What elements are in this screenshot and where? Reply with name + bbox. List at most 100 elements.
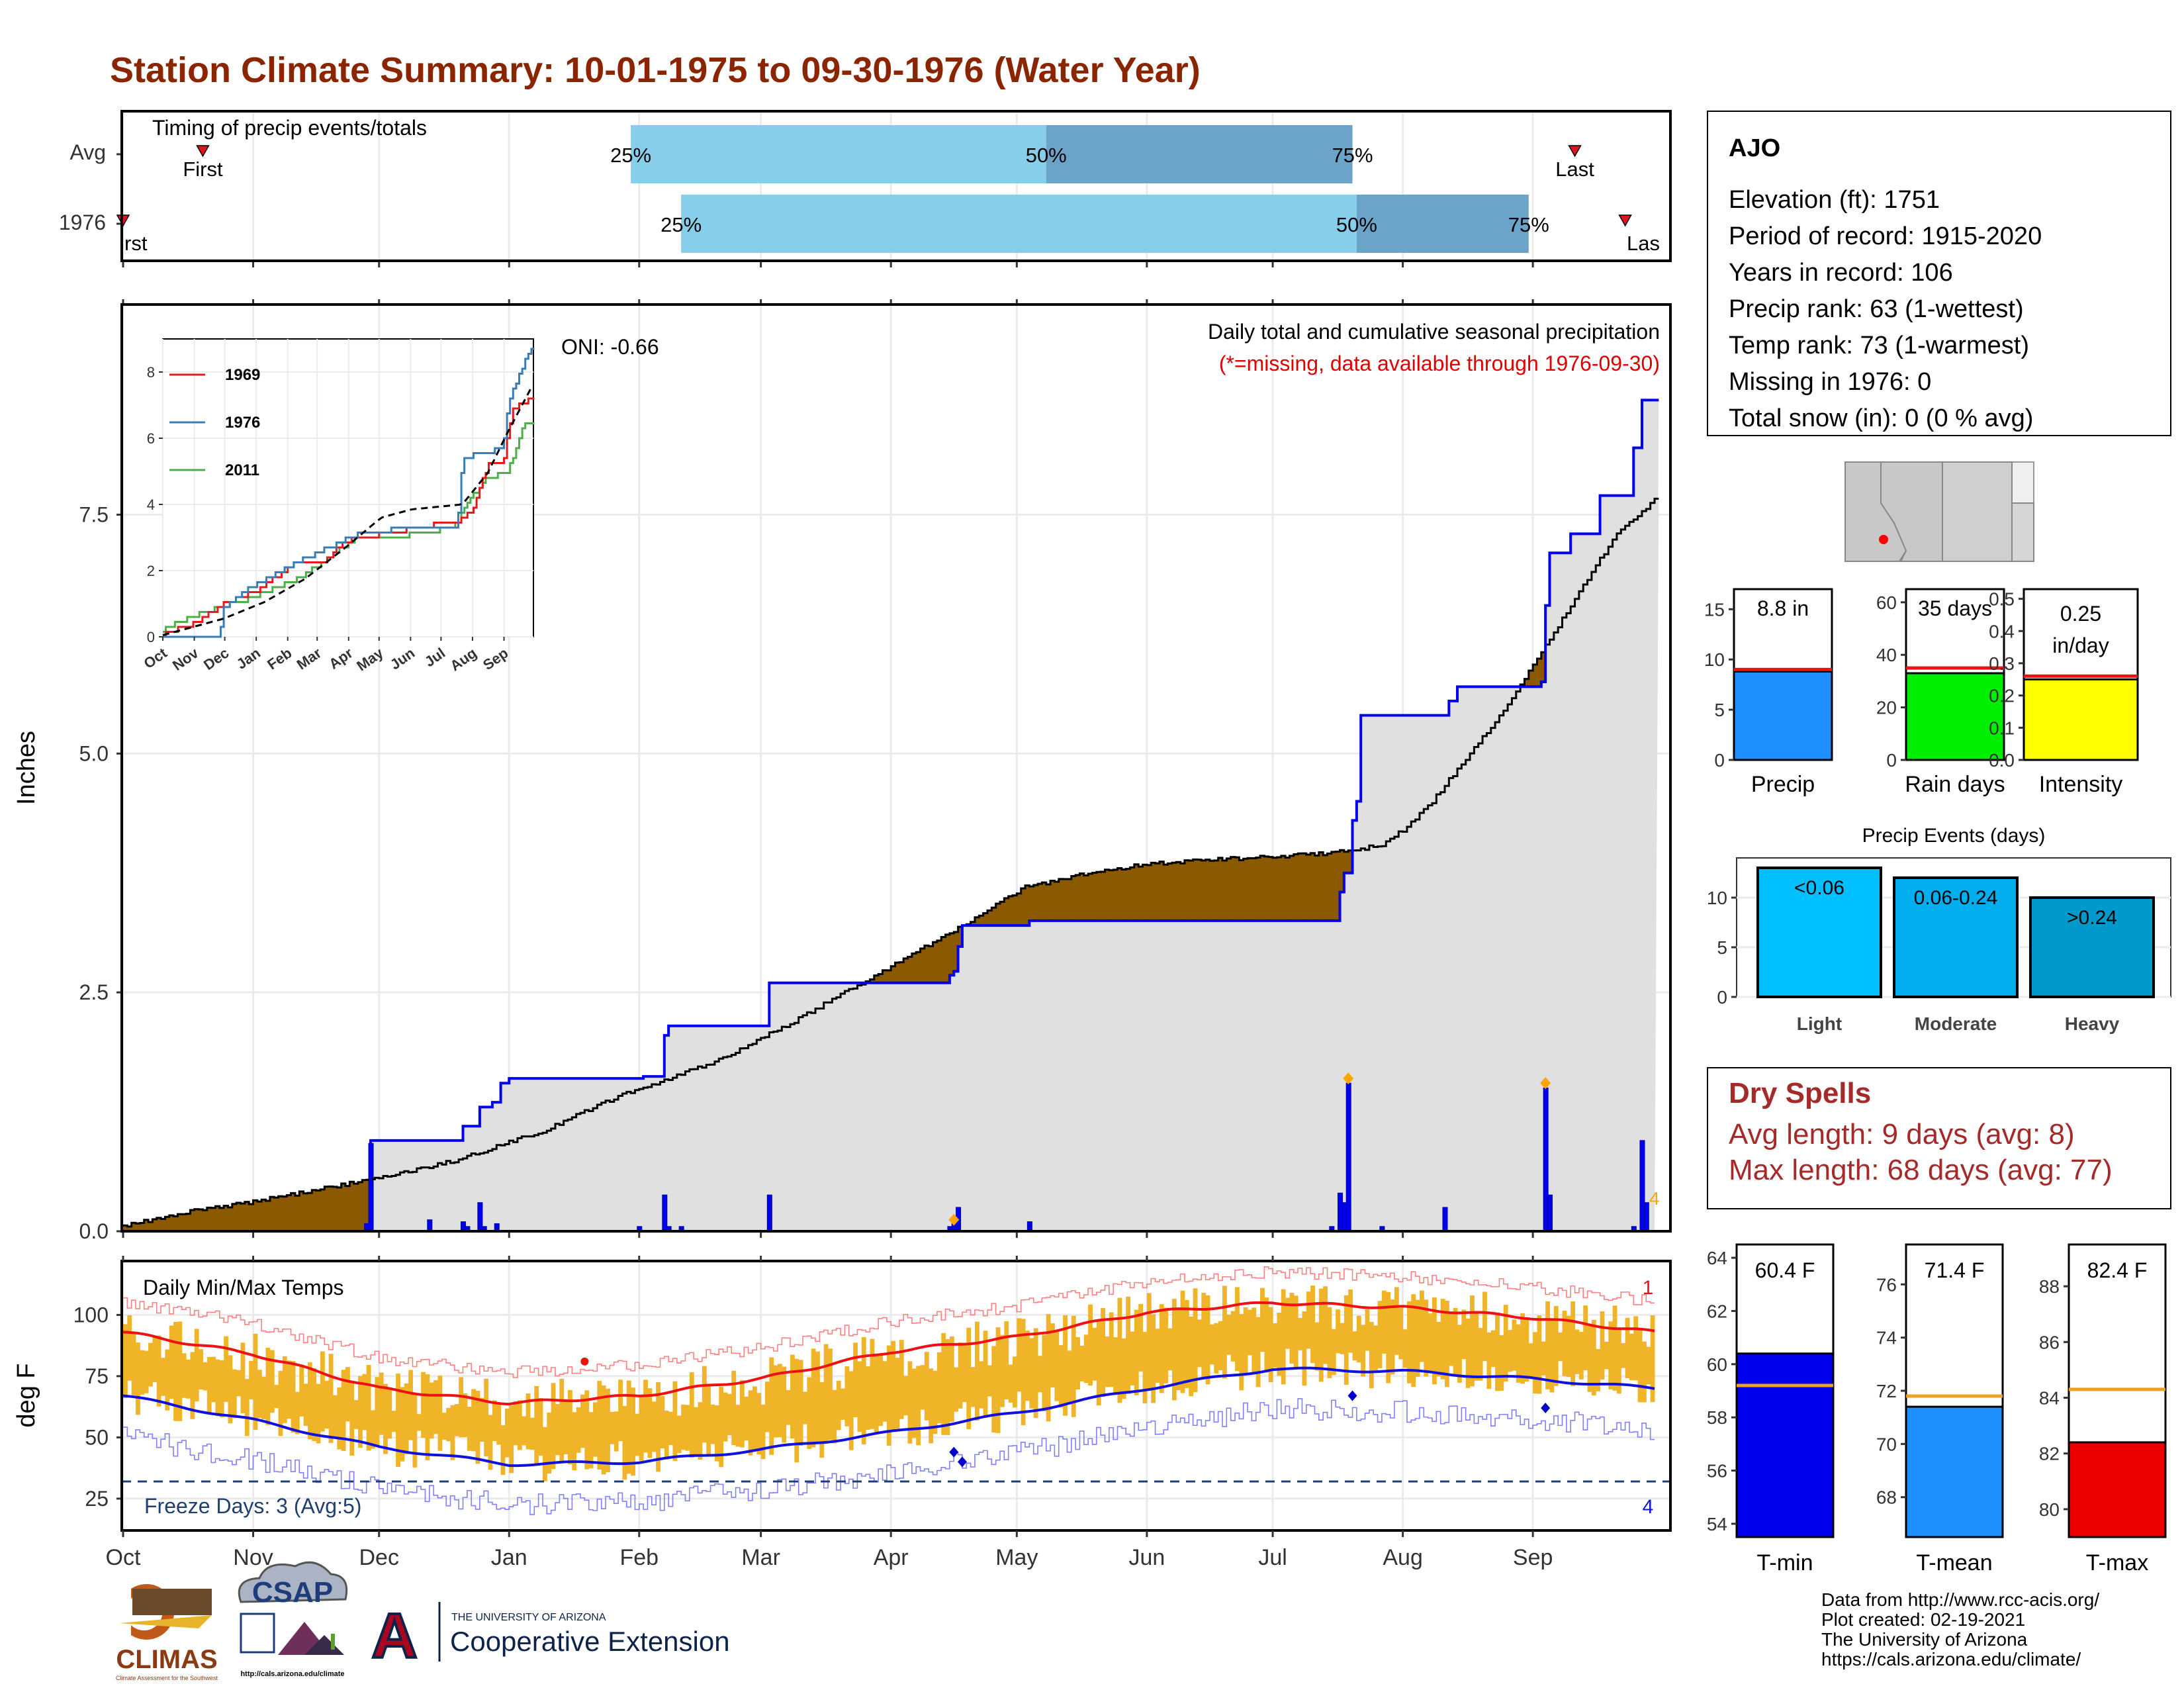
mini-bar-tick-label: 20 xyxy=(1876,698,1897,718)
timing-label: Timing of precip events/totals xyxy=(152,116,427,140)
daily-precip-bar xyxy=(427,1219,433,1232)
daily-temp-range-bar xyxy=(1394,1287,1399,1355)
daily-temp-range-bar xyxy=(836,1380,841,1430)
temp-summary-t-max: 80 82 84 86 88 82.4 F T-max xyxy=(2039,1243,2167,1575)
temp-label: Daily Min/Max Temps xyxy=(143,1276,343,1299)
daily-temp-range-bar xyxy=(647,1388,653,1458)
deficit-fill xyxy=(979,915,984,926)
daily-temp-range-bar xyxy=(819,1382,825,1458)
deficit-fill xyxy=(1298,853,1303,921)
daily-temp-range-bar xyxy=(496,1404,502,1445)
daily-temp-range-bar xyxy=(1465,1318,1471,1388)
deficit-fill xyxy=(1067,879,1072,921)
deficit-fill xyxy=(1268,857,1273,921)
temp-bar-tick-label: 72 xyxy=(1876,1381,1897,1401)
temp-lines xyxy=(122,1266,1670,1515)
observed-under-fill xyxy=(123,400,1659,1232)
deficit-fill xyxy=(886,970,891,983)
daily-temp-range-bar xyxy=(156,1335,161,1407)
avg-min-temp-line xyxy=(122,1366,1655,1468)
daily-temp-range-bar xyxy=(1490,1330,1496,1368)
daily-temp-range-bar xyxy=(886,1345,891,1446)
daily-temp-range-bar xyxy=(735,1405,741,1447)
station-missing: Missing in 1976: 0 xyxy=(1729,368,1931,396)
month-label: Sep xyxy=(1513,1545,1553,1570)
deficit-fill xyxy=(236,1203,242,1231)
daily-temp-range-bar xyxy=(1449,1311,1454,1366)
daily-temp-range-bar xyxy=(1381,1290,1387,1354)
temp-bar-label: T-max xyxy=(2086,1550,2148,1575)
deficit-fill xyxy=(895,962,900,983)
deficit-fill xyxy=(1273,857,1278,921)
deficit-fill xyxy=(1197,859,1202,921)
daily-temp-range-bar xyxy=(215,1359,220,1417)
deficit-fill xyxy=(1079,873,1085,921)
deficit-fill xyxy=(269,1197,275,1231)
daily-temp-range-bar xyxy=(1436,1321,1441,1377)
deficit-fill xyxy=(1537,659,1542,687)
daily-temp-range-bar xyxy=(249,1360,254,1399)
deficit-fill xyxy=(899,962,904,983)
deficit-fill xyxy=(945,934,950,983)
daily-temp-range-bar xyxy=(1398,1307,1404,1360)
deficit-fill xyxy=(186,1213,191,1231)
deficit-fill xyxy=(358,1182,363,1231)
deficit-fill xyxy=(1038,884,1042,921)
daily-temp-range-bar xyxy=(878,1354,883,1427)
inset-tick-label: 4 xyxy=(147,496,155,513)
daily-temp-range-bar xyxy=(1138,1303,1144,1372)
deficit-fill xyxy=(1214,860,1219,921)
deficit-fill xyxy=(1260,855,1265,921)
deficit-fill xyxy=(1331,851,1336,921)
deficit-fill xyxy=(152,1219,158,1231)
daily-temp-range-bar xyxy=(870,1338,875,1429)
events-tick-label: 5 xyxy=(1717,937,1727,958)
daily-temp-range-bar xyxy=(1273,1323,1277,1368)
deficit-fill xyxy=(169,1215,174,1231)
daily-temp-range-bar xyxy=(479,1397,484,1442)
daily-temp-range-bar xyxy=(756,1393,762,1455)
daily-temp-range-bar xyxy=(1126,1296,1131,1394)
daily-temp-range-bar xyxy=(287,1360,292,1419)
daily-temp-range-bar xyxy=(1046,1314,1051,1422)
inset-tick-label: 6 xyxy=(147,430,155,447)
daily-temp-range-bar xyxy=(236,1370,242,1397)
month-label: Jun xyxy=(1128,1545,1165,1570)
deficit-fill xyxy=(341,1183,346,1231)
daily-temp-range-bar xyxy=(551,1383,556,1470)
daily-temp-range-bar xyxy=(1117,1297,1122,1403)
daily-temp-range-bar xyxy=(702,1366,707,1443)
daily-temp-range-bar xyxy=(366,1364,371,1451)
daily-temp-range-bar xyxy=(1029,1338,1034,1409)
daily-temp-range-bar xyxy=(244,1379,250,1436)
daily-temp-range-bar xyxy=(1520,1313,1525,1384)
deficit-fill xyxy=(1281,855,1286,921)
mini-bar-value-text: 8.8 in xyxy=(1757,596,1809,620)
temp-tick-label: 25 xyxy=(85,1487,109,1511)
daily-temp-range-bar xyxy=(492,1400,497,1442)
mini-bar-tick-label: 0.3 xyxy=(1989,653,2015,674)
mini-bar-value xyxy=(1733,670,1833,761)
deficit-fill xyxy=(173,1216,179,1231)
daily-temp-range-bar xyxy=(676,1415,682,1454)
daily-temp-range-bar xyxy=(471,1389,477,1452)
daily-temp-range-bar xyxy=(1226,1314,1232,1355)
mini-bar-tick-label: 40 xyxy=(1876,645,1897,665)
daily-temp-range-bar xyxy=(559,1378,565,1461)
daily-temp-range-bar xyxy=(936,1352,942,1423)
deficit-fill xyxy=(312,1190,317,1231)
daily-precip-bar xyxy=(1345,1082,1351,1232)
deficit-fill xyxy=(1138,867,1144,921)
deficit-fill xyxy=(199,1209,204,1231)
max-event-marker xyxy=(1540,1077,1551,1090)
csap-wordmark: CSAP xyxy=(252,1576,333,1609)
deficit-fill xyxy=(1155,863,1160,921)
deficit-fill xyxy=(882,970,887,983)
mini-bar-label: Intensity xyxy=(2039,772,2123,797)
daily-temp-range-bar xyxy=(714,1405,719,1462)
daily-temp-range-bar xyxy=(966,1327,972,1429)
daily-temp-range-bar xyxy=(1314,1322,1320,1371)
deficit-fill xyxy=(1105,869,1110,921)
daily-temp-range-bar xyxy=(1570,1301,1576,1387)
daily-temp-range-bar xyxy=(664,1411,669,1460)
